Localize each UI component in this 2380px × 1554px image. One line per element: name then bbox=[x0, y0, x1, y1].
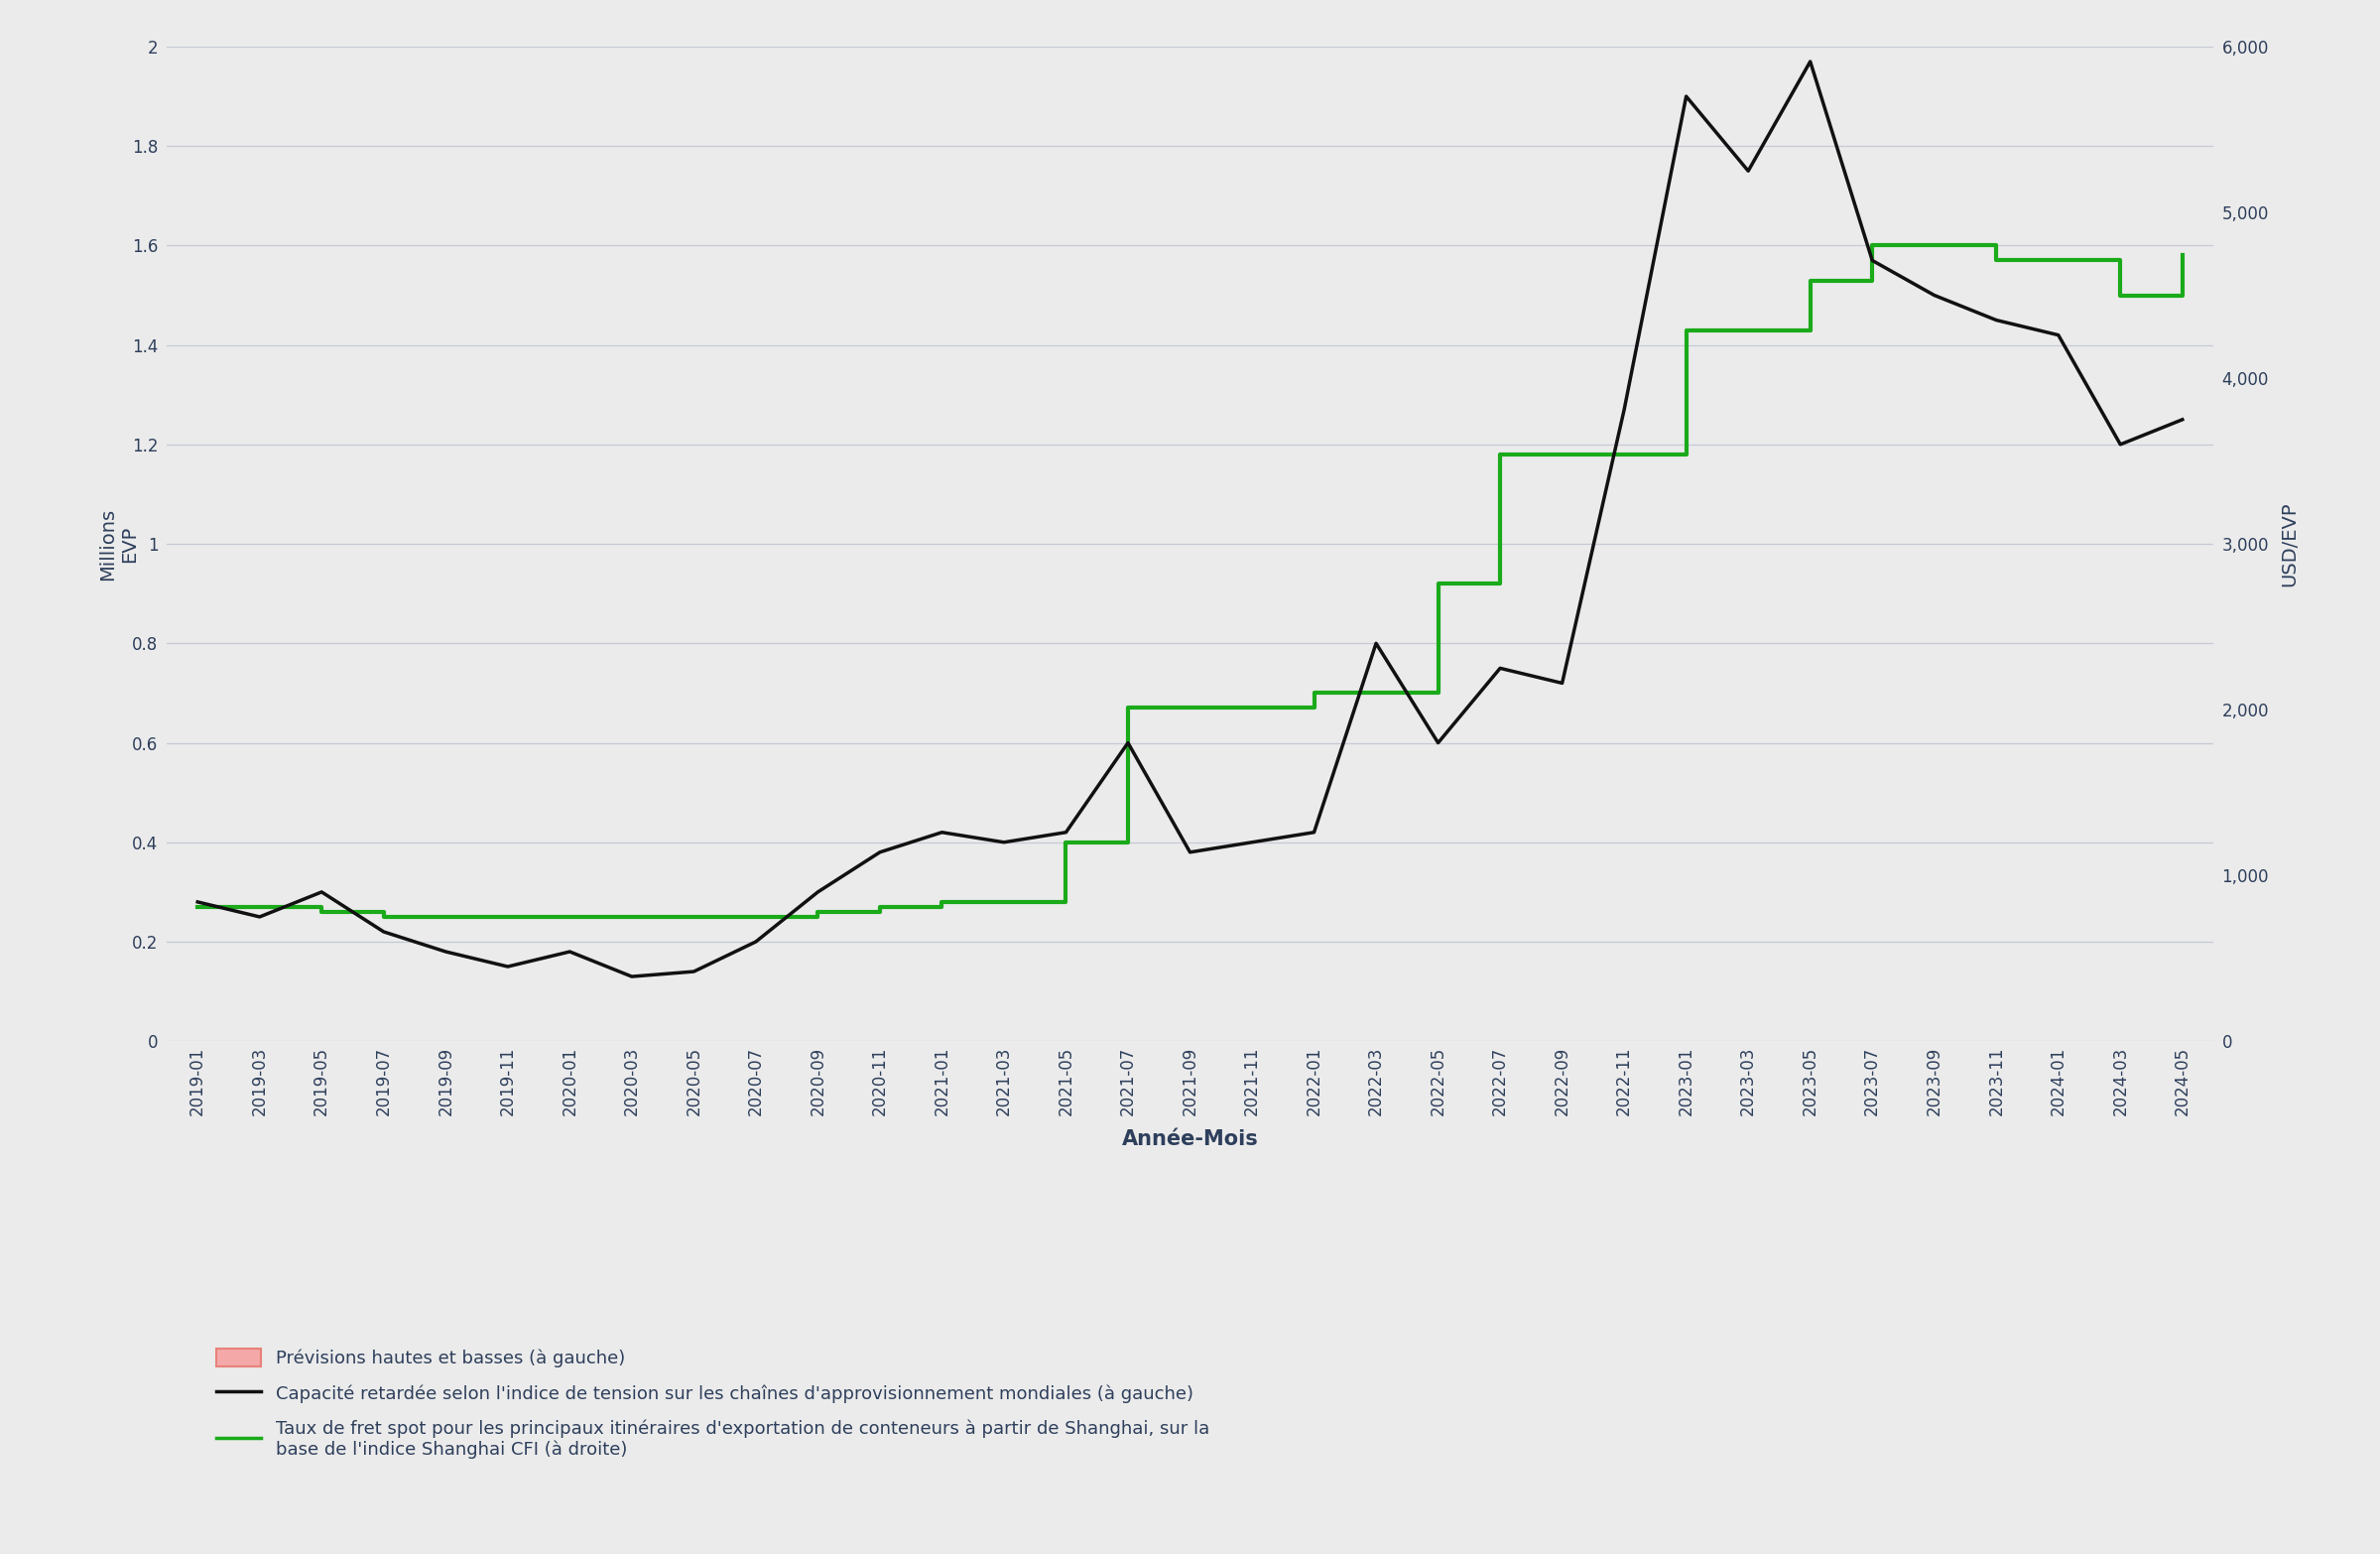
X-axis label: Année-Mois: Année-Mois bbox=[1121, 1130, 1259, 1150]
Y-axis label: USD/EVP: USD/EVP bbox=[2280, 502, 2299, 586]
Legend: Prévisions hautes et basses (à gauche), Capacité retardée selon l'indice de tens: Prévisions hautes et basses (à gauche), … bbox=[217, 1349, 1209, 1459]
Y-axis label: Millions
EVP: Millions EVP bbox=[98, 508, 138, 580]
